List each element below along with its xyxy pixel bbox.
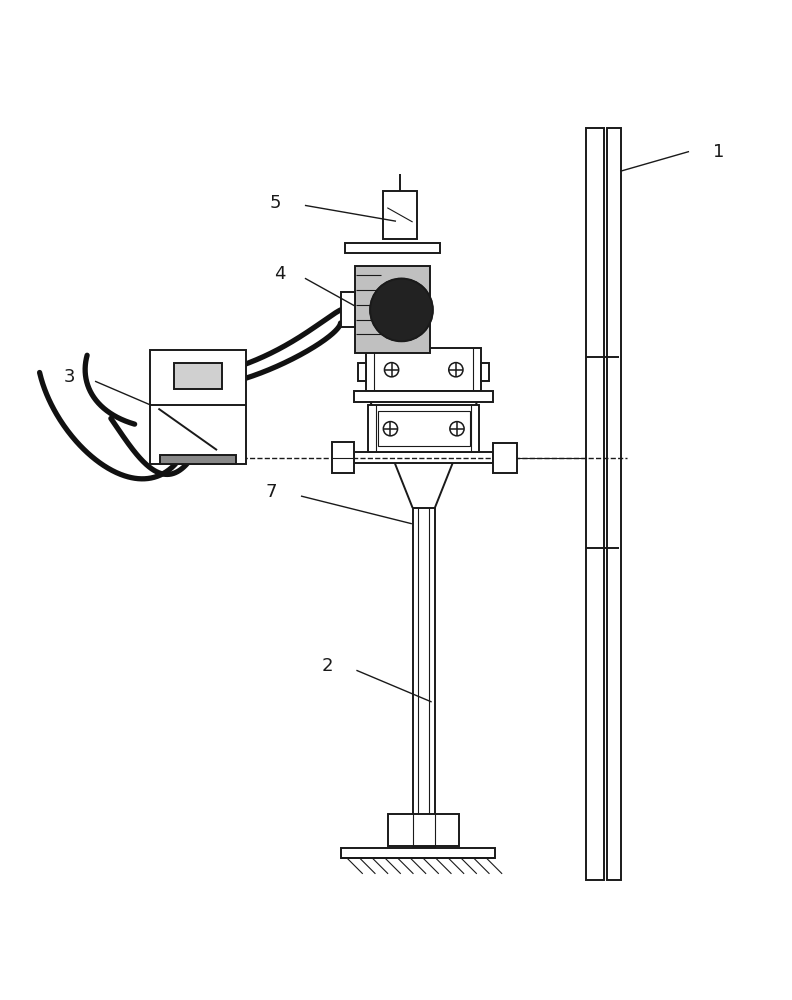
Bar — [150, 350, 246, 464]
Bar — [341, 292, 355, 327]
Text: 7: 7 — [265, 483, 277, 501]
Bar — [378, 411, 470, 446]
Bar — [345, 243, 440, 253]
Bar — [174, 363, 222, 389]
Text: 1: 1 — [713, 143, 724, 161]
Text: 2: 2 — [321, 657, 333, 675]
Text: 3: 3 — [63, 368, 75, 386]
Bar — [367, 348, 482, 391]
Bar — [355, 391, 493, 402]
Bar — [388, 814, 459, 846]
Circle shape — [370, 279, 433, 341]
Bar — [586, 128, 604, 880]
Bar — [341, 848, 495, 858]
Bar — [413, 508, 435, 847]
Bar — [358, 363, 367, 381]
Bar — [383, 191, 417, 239]
Text: 5: 5 — [269, 194, 281, 212]
Bar — [333, 442, 355, 473]
Bar — [482, 363, 489, 381]
Bar — [368, 405, 479, 452]
Text: 4: 4 — [273, 265, 285, 283]
Bar — [493, 443, 517, 473]
Bar — [355, 452, 493, 463]
Bar — [355, 266, 430, 353]
Bar — [160, 455, 236, 464]
Bar — [607, 128, 621, 880]
